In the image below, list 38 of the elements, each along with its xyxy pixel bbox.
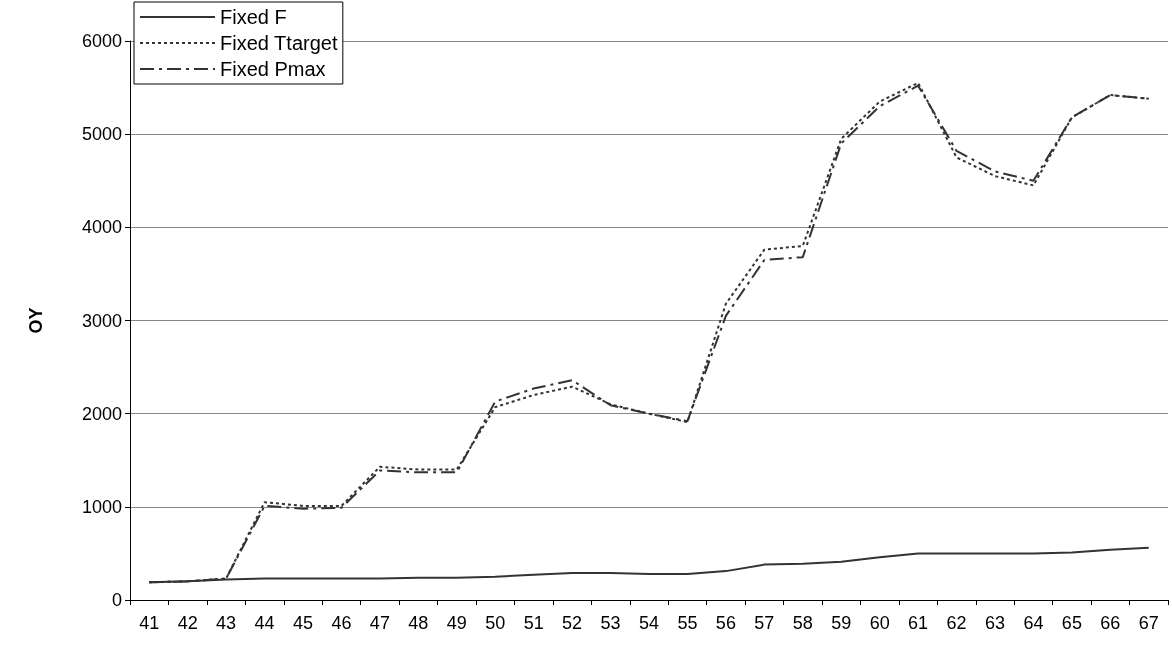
x-tick-label: 58 (792, 613, 813, 633)
x-tick-label: 59 (831, 613, 852, 633)
x-tick-label: 55 (677, 613, 698, 633)
x-tick-label: 53 (600, 613, 621, 633)
x-tick-label: 52 (562, 613, 583, 633)
x-tick-label: 61 (908, 613, 929, 633)
y-tick-label: 4000 (81, 217, 122, 238)
x-tick-label: 51 (523, 613, 544, 633)
x-tick-label: 56 (715, 613, 736, 633)
x-tick-label: 41 (139, 613, 160, 633)
x-tick-label: 63 (984, 613, 1006, 633)
x-tick-label: 54 (638, 613, 660, 633)
y-tick-label: 1000 (81, 496, 122, 517)
x-tick-label: 44 (254, 613, 275, 633)
x-tick-label: 48 (408, 613, 429, 633)
x-tick-label: 50 (485, 613, 506, 633)
x-tick-label: 43 (216, 613, 237, 633)
legend-label: Fixed Ttarget (220, 32, 338, 54)
y-tick-label: 2000 (81, 403, 122, 424)
x-tick-label: 65 (1061, 613, 1082, 633)
x-tick-label: 49 (446, 613, 467, 633)
x-tick-label: 46 (331, 613, 352, 633)
x-tick-label: 42 (177, 613, 198, 633)
y-tick-label: 3000 (81, 310, 122, 331)
x-tick-label: 66 (1100, 613, 1121, 633)
y-tick-label: 0 (111, 590, 122, 610)
legend-label: Fixed F (220, 6, 287, 28)
x-tick-label: 62 (946, 613, 967, 633)
x-tick-label: 57 (754, 613, 775, 633)
legend-label: Fixed Pmax (220, 58, 326, 80)
x-tick-label: 64 (1023, 613, 1044, 633)
x-tick-label: 67 (1138, 613, 1159, 633)
y-tick-label: 5000 (81, 124, 122, 145)
x-tick-label: 60 (869, 613, 890, 633)
y-axis-title: OY (26, 307, 46, 334)
x-tick-label: 45 (292, 613, 314, 633)
y-tick-label: 6000 (81, 31, 122, 51)
x-tick-label: 47 (369, 613, 390, 633)
